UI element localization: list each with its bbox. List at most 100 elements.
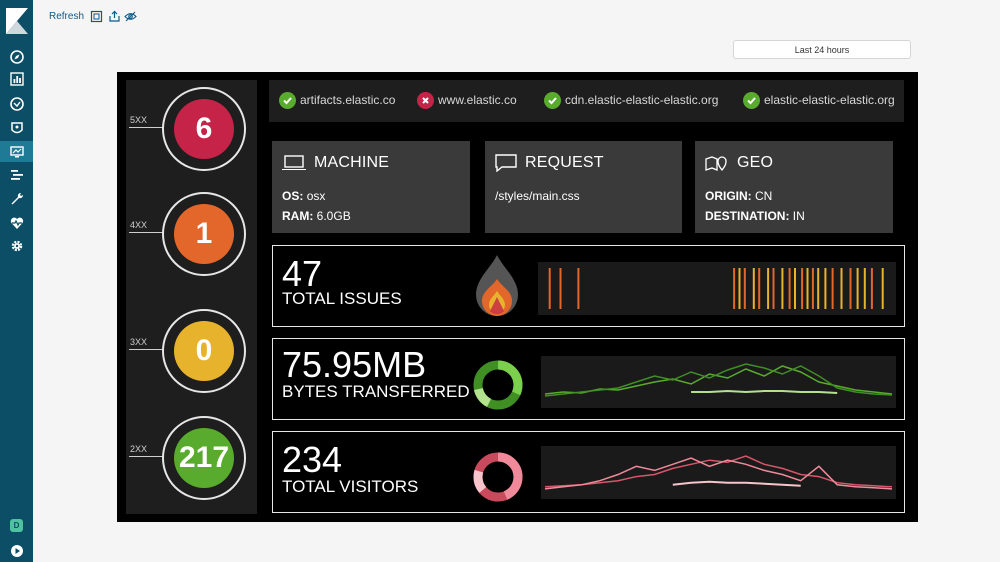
issue-bar <box>752 268 755 309</box>
metric-label: TOTAL VISITORS <box>282 477 419 496</box>
origin-label: ORIGIN: <box>705 189 752 203</box>
card-title: GEO <box>737 154 774 171</box>
metric-label: BYTES TRANSFERRED <box>282 382 470 401</box>
devtools-icon[interactable] <box>7 189 26 208</box>
status-code-label: 2XX <box>130 444 148 454</box>
status-count: 1 <box>174 204 234 264</box>
metric-value: 75.95MB <box>282 344 427 385</box>
workpad-canvas: 5XX 6 4XX 1 3XX 0 2XX 217 artifacts.ela <box>117 72 918 522</box>
site-status-strip: artifacts.elastic.co www.elastic.co cdn.… <box>269 80 904 122</box>
sidebar: D <box>0 0 33 562</box>
logs-icon[interactable] <box>7 165 26 184</box>
divider <box>129 349 164 350</box>
time-range-picker[interactable]: Last 24 hours <box>733 40 911 59</box>
status-count: 217 <box>174 428 234 488</box>
series-line <box>544 457 893 490</box>
divider <box>129 127 164 128</box>
card-title: REQUEST <box>525 154 604 171</box>
metric-value: 47 <box>282 253 323 294</box>
ram-value: 6.0GB <box>316 209 351 223</box>
visitors-metric[interactable]: 234 TOTAL VISITORS <box>272 431 905 513</box>
status-4xx[interactable]: 4XX 1 <box>126 192 257 282</box>
visualize-icon[interactable] <box>7 69 26 88</box>
ram-label: RAM: <box>282 209 314 223</box>
status-code-panel: 5XX 6 4XX 1 3XX 0 2XX 217 <box>126 80 257 514</box>
status-code-label: 5XX <box>130 115 148 125</box>
issue-bar <box>767 268 770 309</box>
user-avatar-icon[interactable]: D <box>7 516 26 535</box>
logo-icon[interactable] <box>6 8 28 34</box>
issues-metric[interactable]: 47 TOTAL ISSUES <box>272 245 905 327</box>
site-name: www.elastic.co <box>438 93 517 107</box>
issue-bar <box>881 268 884 309</box>
geo-card[interactable]: GEO ORIGIN: CN DESTINATION: IN <box>695 141 893 233</box>
status-count: 6 <box>174 99 234 159</box>
hide-editor-icon[interactable] <box>124 10 137 23</box>
series-line <box>672 480 801 487</box>
status-3xx[interactable]: 3XX 0 <box>126 309 257 399</box>
monitoring-icon[interactable] <box>7 213 26 232</box>
status-code-label: 3XX <box>130 337 148 347</box>
visitors-donut-icon <box>473 452 523 502</box>
chat-icon <box>495 154 517 172</box>
map-pin-icon <box>705 156 727 172</box>
issue-bar <box>794 268 796 309</box>
issue-bar <box>824 268 827 309</box>
request-path: /styles/main.css <box>495 189 580 203</box>
collapse-icon[interactable] <box>7 541 26 560</box>
issue-bar <box>831 268 834 309</box>
bytes-line-chart <box>541 356 896 408</box>
bytes-donut-icon <box>473 360 523 410</box>
flame-icon <box>476 255 518 316</box>
bytes-chart-svg <box>544 363 893 397</box>
issue-bar <box>817 268 820 309</box>
request-card[interactable]: REQUEST /styles/main.css <box>485 141 682 233</box>
metric-label: TOTAL ISSUES <box>282 289 402 308</box>
fullscreen-icon[interactable] <box>90 10 103 23</box>
check-icon <box>544 91 561 109</box>
status-ring <box>162 309 246 393</box>
destination-label: DESTINATION: <box>705 209 790 223</box>
issue-bar <box>788 268 791 309</box>
site-item[interactable]: artifacts.elastic.co <box>279 91 395 109</box>
discover-icon[interactable] <box>7 47 26 66</box>
destination-value: IN <box>792 209 805 223</box>
origin-value: CN <box>755 189 773 203</box>
issue-bar <box>559 268 562 309</box>
issue-bar <box>870 268 873 309</box>
status-code-label: 4XX <box>130 220 148 230</box>
share-icon[interactable] <box>108 10 121 23</box>
check-icon <box>743 91 760 109</box>
settings-icon[interactable] <box>7 236 26 255</box>
issue-bar <box>806 268 809 309</box>
issue-bar <box>849 268 852 309</box>
site-name: cdn.elastic-elastic-elastic.org <box>565 93 719 107</box>
site-item[interactable]: elastic-elastic-elastic.org <box>743 91 895 109</box>
status-2xx[interactable]: 2XX 217 <box>126 416 257 506</box>
visitors-line-chart <box>541 446 896 499</box>
issue-bar <box>856 268 859 309</box>
status-5xx[interactable]: 5XX 6 <box>126 87 257 177</box>
refresh-button[interactable]: Refresh <box>49 11 85 22</box>
issue-bar <box>743 268 746 309</box>
site-item[interactable]: www.elastic.co <box>417 91 517 109</box>
issues-chart-svg <box>548 268 884 309</box>
bytes-metric[interactable]: 75.95MB BYTES TRANSFERRED <box>272 338 905 420</box>
timelion-icon[interactable] <box>7 94 26 113</box>
status-ring <box>162 192 246 276</box>
site-item[interactable]: cdn.elastic-elastic-elastic.org <box>544 91 718 109</box>
issues-timeline-chart <box>538 262 896 315</box>
machine-card[interactable]: MACHINE OS: osx RAM: 6.0GB <box>272 141 470 233</box>
site-name: artifacts.elastic.co <box>300 93 396 107</box>
error-icon <box>417 91 434 109</box>
site-name: elastic-elastic-elastic.org <box>764 93 895 107</box>
issue-bar <box>738 268 741 309</box>
canvas-icon[interactable] <box>0 141 33 162</box>
issue-bar <box>781 268 784 309</box>
divider <box>129 456 164 457</box>
dashboard-icon[interactable] <box>7 118 26 137</box>
laptop-icon <box>282 155 306 170</box>
issue-bar <box>840 268 843 309</box>
series-line <box>691 389 838 394</box>
divider <box>129 232 164 233</box>
